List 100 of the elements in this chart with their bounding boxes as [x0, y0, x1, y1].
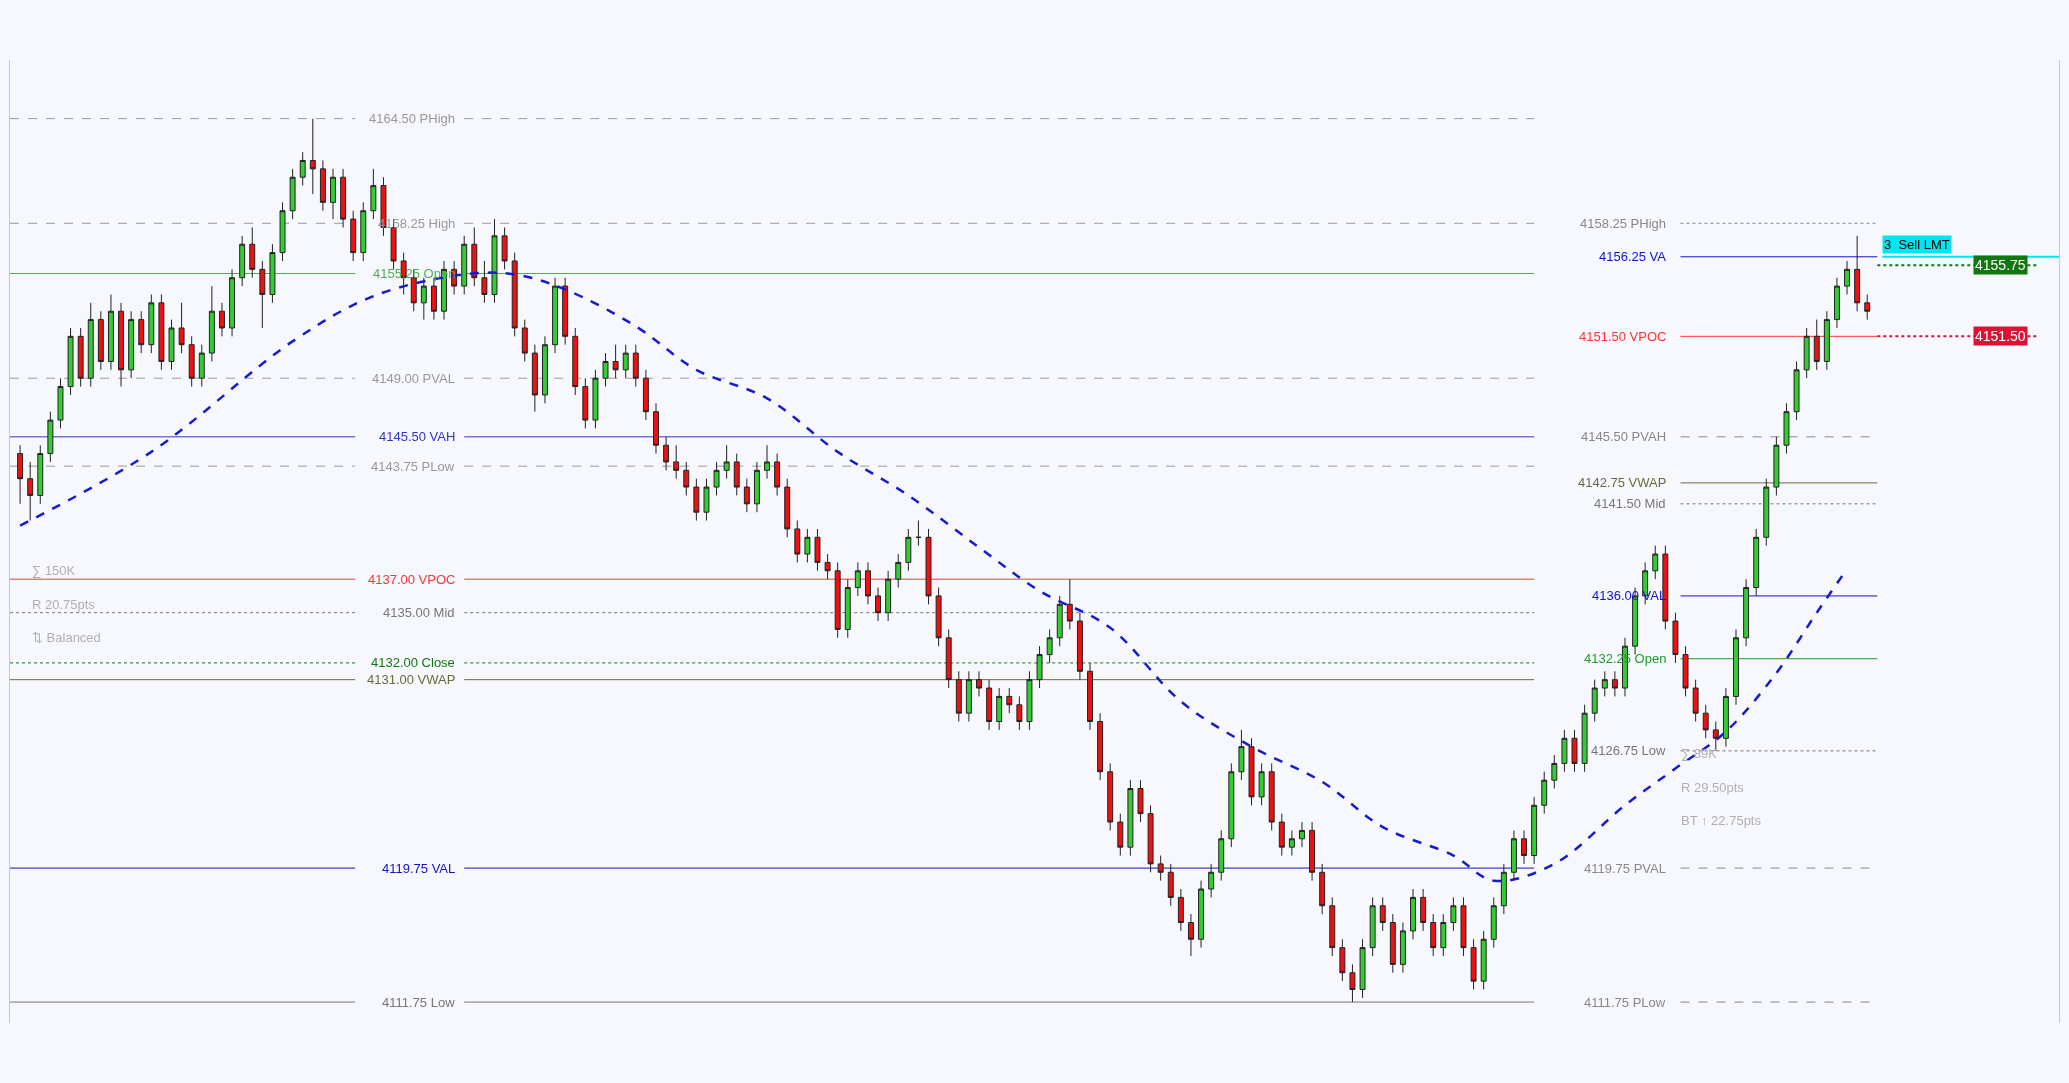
candlestick — [683, 461, 690, 496]
candlestick — [1369, 896, 1376, 957]
candlestick — [935, 587, 942, 647]
candlestick — [77, 327, 84, 388]
candlestick — [501, 226, 508, 270]
candlestick — [1177, 888, 1184, 932]
ref-line-label: 4156.25 VA — [1599, 249, 1667, 264]
candlestick — [1238, 729, 1245, 781]
candlestick — [208, 285, 215, 362]
candlestick — [1521, 829, 1528, 865]
candlestick — [1844, 260, 1851, 295]
candlestick — [360, 201, 367, 262]
candlestick — [1470, 938, 1477, 990]
candlestick — [168, 319, 175, 371]
candlestick — [945, 628, 952, 689]
candlestick — [885, 570, 892, 622]
candlestick — [1591, 679, 1598, 723]
candlestick — [1611, 670, 1618, 697]
candlestick — [895, 553, 902, 589]
candlestick — [592, 369, 599, 429]
candlestick — [976, 670, 982, 697]
ref-line-label: 4126.75 Low — [1591, 743, 1667, 758]
ref-line-label: 4164.50 PHigh — [369, 111, 456, 126]
candlestick — [572, 327, 579, 396]
candlestick — [47, 411, 54, 463]
candlestick — [1299, 821, 1305, 848]
candlestick — [602, 352, 609, 388]
candlestick — [1450, 896, 1457, 932]
candlestick — [1268, 762, 1275, 831]
candlestick — [57, 377, 64, 429]
candlestick — [1339, 938, 1346, 982]
candlestick — [764, 444, 770, 480]
candlestick — [1531, 796, 1538, 865]
candlestick — [97, 310, 104, 371]
candlestick — [1420, 888, 1427, 932]
candlestick — [1107, 762, 1114, 831]
candlestick — [67, 327, 74, 396]
candlestick — [1460, 896, 1467, 957]
candlestick — [481, 260, 488, 304]
candlestick — [1228, 762, 1235, 848]
candlestick — [794, 520, 801, 563]
candlestick — [1329, 896, 1336, 957]
ref-line-label: 4132.00 Close — [371, 655, 455, 670]
candlestick — [844, 578, 851, 639]
candlestick — [309, 118, 316, 195]
candlestick — [955, 670, 962, 723]
candlestick — [1087, 662, 1093, 731]
candlestick — [864, 561, 871, 605]
candlestick — [1571, 729, 1578, 773]
candlestick — [784, 478, 791, 538]
candlestick — [521, 319, 528, 362]
candlestick — [107, 293, 114, 371]
candlestick — [1733, 628, 1739, 706]
candlestick — [148, 293, 155, 354]
candlestick — [178, 302, 185, 354]
candlestick — [996, 687, 1003, 731]
candlestick — [653, 402, 659, 455]
ref-line-label: 4143.75 PLow — [371, 459, 455, 474]
ref-line-label: 4149.00 PVAL — [372, 371, 455, 386]
candlestick — [1218, 829, 1225, 882]
candlestick — [491, 218, 498, 304]
candlestick — [986, 679, 993, 731]
annotation: ∑ 150K — [32, 563, 76, 578]
candlestick — [1208, 863, 1215, 898]
candlestick — [1127, 779, 1134, 857]
candlestick — [693, 478, 700, 522]
candlestick — [1319, 863, 1326, 915]
candlestick — [1117, 813, 1124, 857]
candlestick — [1500, 863, 1507, 915]
candlestick — [834, 561, 841, 639]
candlestick — [1006, 687, 1013, 714]
candlestick — [1198, 880, 1205, 949]
candlestick — [824, 553, 831, 580]
ref-line-label: 4145.50 VAH — [379, 429, 456, 444]
candlestick — [1763, 478, 1770, 547]
candlestick — [663, 436, 670, 471]
candlestick — [511, 252, 518, 337]
annotation: R 29.50pts — [1681, 780, 1745, 795]
ref-line-label: 3 Sell LMT — [1884, 237, 1950, 252]
candlestick — [37, 444, 44, 505]
candlestick — [1137, 779, 1144, 823]
candlestick — [1147, 804, 1154, 873]
candlestick — [1864, 293, 1871, 321]
candlestick — [814, 528, 821, 572]
ref-line-label: 4142.75 VWAP — [1578, 475, 1667, 490]
candlestick — [703, 478, 710, 522]
candlestick — [239, 235, 246, 287]
candlestick — [1187, 913, 1194, 957]
candlestick — [269, 243, 276, 304]
candlestick — [1076, 612, 1083, 681]
candlestick — [27, 461, 34, 522]
ref-line-label: 4111.75 PLow — [1584, 995, 1666, 1010]
candlestick — [875, 587, 882, 622]
candlestick — [612, 344, 619, 379]
candlestick — [279, 201, 286, 262]
candlestick — [1773, 436, 1780, 496]
candlestick — [1561, 729, 1568, 773]
candlestick — [1803, 327, 1810, 379]
candlestick — [562, 277, 569, 346]
candlestick — [552, 277, 559, 354]
